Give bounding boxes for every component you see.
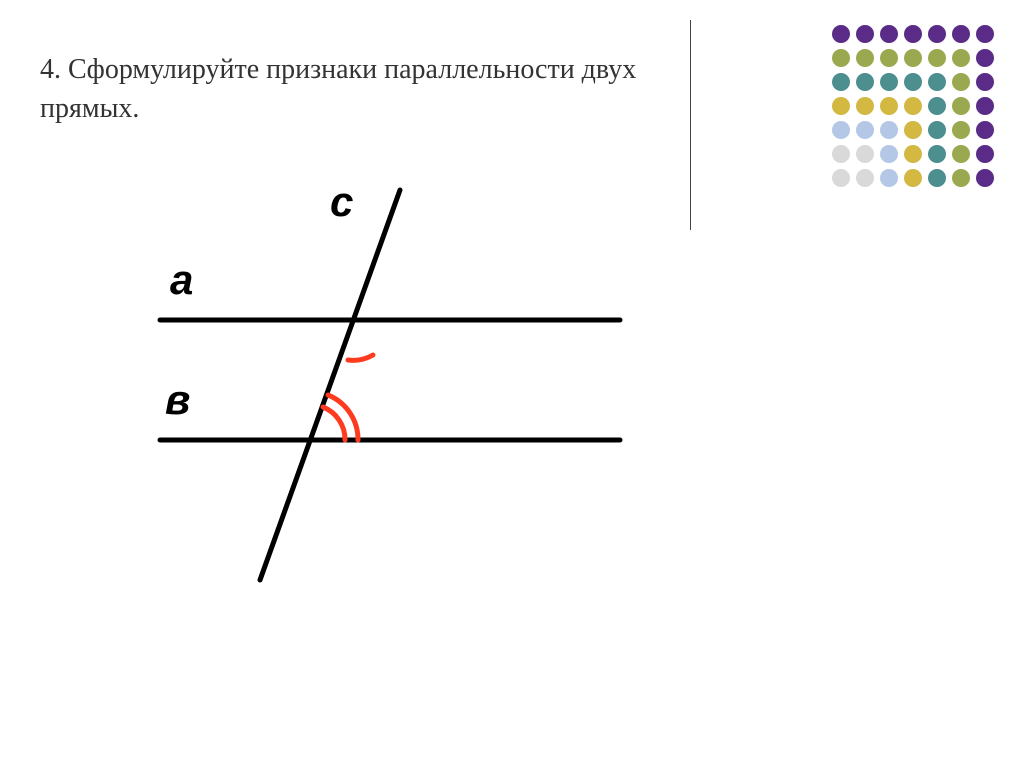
decorative-dot xyxy=(832,145,850,163)
decorative-dot xyxy=(904,121,922,139)
decorative-dot xyxy=(976,97,994,115)
decorative-dot xyxy=(952,25,970,43)
decorative-dot xyxy=(856,145,874,163)
decorative-dot xyxy=(976,169,994,187)
vertical-separator xyxy=(690,20,691,230)
decorative-dot xyxy=(856,49,874,67)
decorative-dot xyxy=(832,25,850,43)
decorative-dot xyxy=(880,73,898,91)
decorative-dot xyxy=(928,145,946,163)
decorative-dot xyxy=(904,145,922,163)
decorative-dot xyxy=(832,49,850,67)
decorative-dot xyxy=(832,97,850,115)
question-title: 4. Сформулируйте признаки параллельности… xyxy=(40,50,660,128)
decorative-dot xyxy=(904,25,922,43)
decorative-dot xyxy=(832,169,850,187)
decorative-dot xyxy=(904,49,922,67)
label-line-a: а xyxy=(170,256,193,304)
decorative-dot xyxy=(856,73,874,91)
decorative-dot-grid xyxy=(832,25,994,187)
decorative-dot xyxy=(856,121,874,139)
decorative-dot xyxy=(880,121,898,139)
decorative-dot xyxy=(880,25,898,43)
decorative-dot xyxy=(928,97,946,115)
decorative-dot xyxy=(880,49,898,67)
decorative-dot xyxy=(880,97,898,115)
label-line-c: с xyxy=(330,178,353,226)
decorative-dot xyxy=(976,49,994,67)
decorative-dot xyxy=(856,97,874,115)
decorative-dot xyxy=(952,169,970,187)
decorative-dot xyxy=(928,25,946,43)
decorative-dot xyxy=(880,169,898,187)
decorative-dot xyxy=(928,73,946,91)
diagram-svg xyxy=(120,180,680,620)
decorative-dot xyxy=(976,121,994,139)
decorative-dot xyxy=(856,169,874,187)
decorative-dot xyxy=(952,49,970,67)
decorative-dot xyxy=(976,145,994,163)
decorative-dot xyxy=(832,121,850,139)
decorative-dot xyxy=(928,121,946,139)
decorative-dot xyxy=(904,97,922,115)
decorative-dot xyxy=(928,49,946,67)
decorative-dot xyxy=(904,169,922,187)
decorative-dot xyxy=(976,25,994,43)
decorative-dot xyxy=(832,73,850,91)
decorative-dot xyxy=(952,73,970,91)
decorative-dot xyxy=(880,145,898,163)
decorative-dot xyxy=(952,121,970,139)
decorative-dot xyxy=(928,169,946,187)
label-line-b: в xyxy=(165,376,190,424)
decorative-dot xyxy=(856,25,874,43)
parallel-lines-diagram: с а в xyxy=(120,180,680,620)
decorative-dot xyxy=(904,73,922,91)
decorative-dot xyxy=(952,145,970,163)
decorative-dot xyxy=(976,73,994,91)
decorative-dot xyxy=(952,97,970,115)
